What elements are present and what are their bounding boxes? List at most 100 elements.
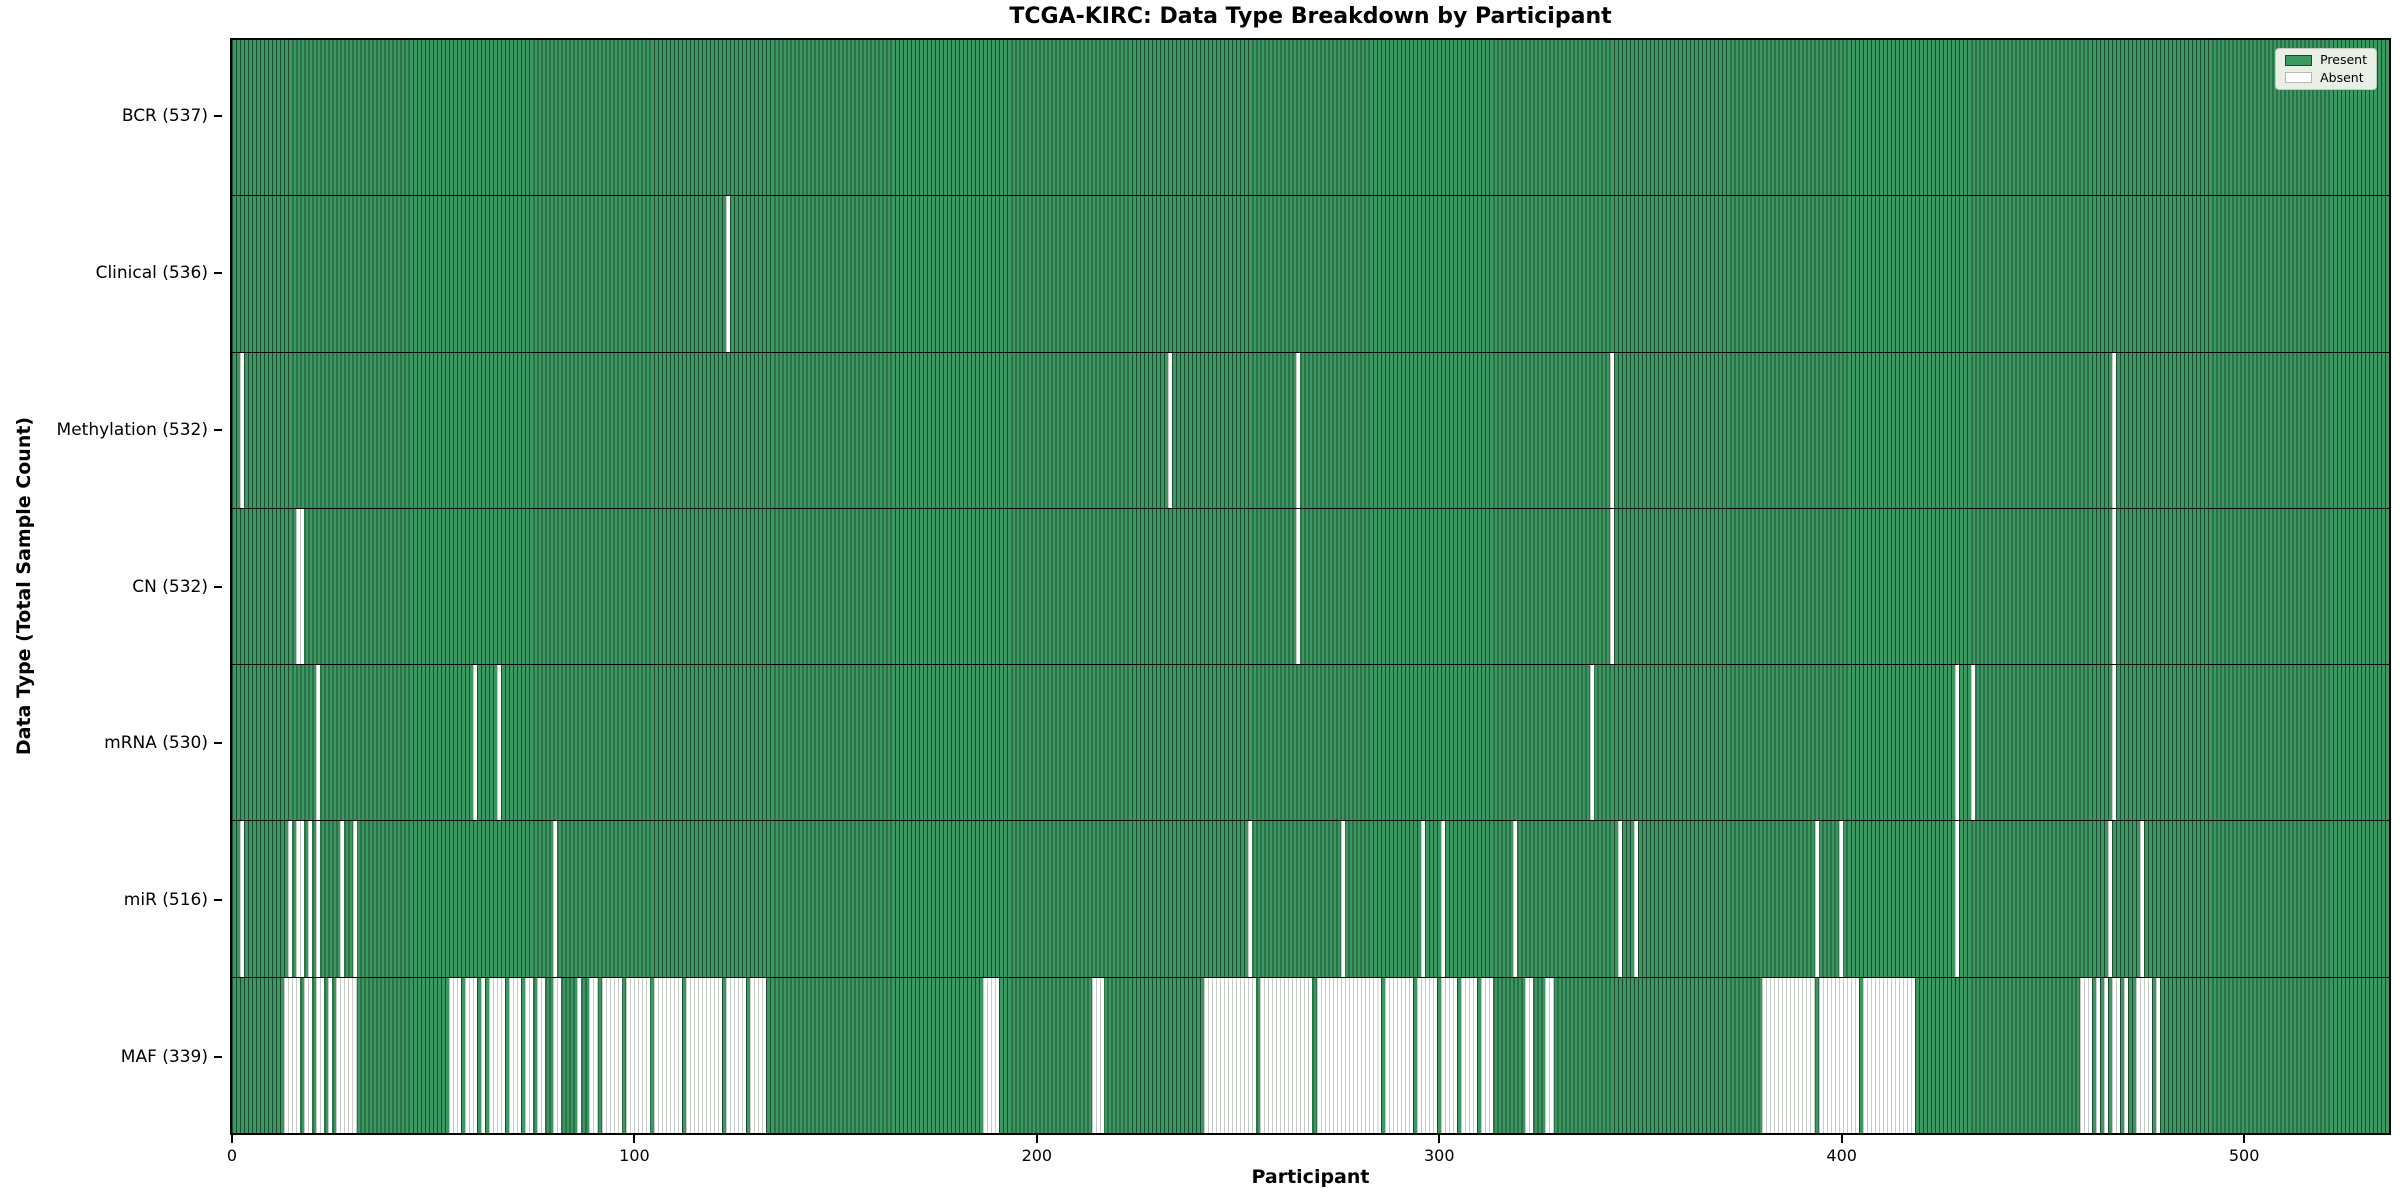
absent-segment [1525, 977, 1534, 1133]
absent-segment [553, 821, 558, 977]
absent-segment [1633, 821, 1638, 977]
absent-segment [316, 977, 325, 1133]
absent-segment [1818, 977, 1859, 1133]
absent-segment [308, 821, 313, 977]
x-tick-mark [2243, 1135, 2246, 1143]
legend-label-absent: Absent [2320, 69, 2364, 85]
absent-segment [537, 977, 546, 1133]
absent-segment [1609, 508, 1614, 665]
x-tick-mark [633, 1135, 636, 1143]
x-axis-title: Participant [1251, 1166, 1370, 1188]
absent-segment [2156, 977, 2161, 1133]
absent-segment [352, 821, 357, 977]
x-tick-label: 300 [1423, 1146, 1455, 1165]
row-mRNA [232, 665, 2389, 822]
absent-segment [1260, 977, 1313, 1133]
absent-segment [1461, 977, 1478, 1133]
row-miR [232, 821, 2389, 978]
rows-container [232, 40, 2389, 1133]
y-tick-mark [214, 898, 222, 901]
absent-segment [509, 977, 522, 1133]
x-tick-mark [1840, 1135, 1843, 1143]
y-tick-mark [214, 428, 222, 431]
absent-segment [1609, 352, 1614, 508]
absent-segment [328, 977, 333, 1133]
x-tick-mark [1035, 1135, 1038, 1143]
y-tick-mark [214, 115, 222, 118]
absent-segment [1617, 821, 1622, 977]
absent-segment [304, 977, 313, 1133]
y-tick-mark [214, 585, 222, 588]
absent-segment [2079, 977, 2092, 1133]
plot-area: Present Absent [230, 38, 2391, 1135]
absent-segment [1204, 977, 1257, 1133]
absent-segment [1091, 977, 1104, 1133]
absent-segment [497, 665, 502, 821]
absent-segment [1340, 821, 1345, 977]
x-tick-label: 400 [1826, 1146, 1857, 1165]
absent-segment [1971, 665, 1976, 821]
row-Methylation [232, 352, 2389, 509]
absent-segment [1167, 352, 1172, 508]
y-tick-labels: BCR (537) Clinical (536) Methylation (532)… [0, 38, 222, 1135]
y-tick-mark [214, 742, 222, 745]
absent-segment [983, 977, 1000, 1133]
absent-segment [296, 821, 305, 977]
absent-segment [1955, 821, 1960, 977]
x-tick-label: 0 [226, 1146, 238, 1165]
absent-segment [525, 977, 534, 1133]
absent-segment [481, 977, 486, 1133]
absent-segment [288, 821, 293, 977]
row-MAF [232, 977, 2389, 1133]
absent-segment [553, 977, 562, 1133]
absent-segment [1589, 665, 1594, 821]
absent-segment [1420, 821, 1425, 977]
absent-segment [1545, 977, 1554, 1133]
legend-item-present: Present [2285, 52, 2367, 67]
y-tick-label-BCR: BCR (537) [121, 106, 208, 127]
absent-segment [726, 977, 747, 1133]
absent-segment [1481, 977, 1494, 1133]
absent-segment [340, 821, 345, 977]
legend-label-present: Present [2320, 52, 2367, 67]
absent-segment [240, 821, 245, 977]
absent-segment [240, 352, 245, 508]
absent-segment [726, 196, 731, 352]
y-tick-label-miR: miR (516) [123, 889, 208, 910]
absent-segment [316, 665, 321, 821]
absent-segment [2095, 977, 2100, 1133]
absent-segment [448, 977, 461, 1133]
absent-segment [625, 977, 650, 1133]
absent-segment [2135, 977, 2152, 1133]
absent-segment [1441, 821, 1446, 977]
absent-segment [601, 977, 622, 1133]
absent-segment [2139, 821, 2144, 977]
absent-segment [1248, 821, 1253, 977]
row-BCR [232, 40, 2389, 197]
absent-segment [1316, 977, 1381, 1133]
legend: Present Absent [2275, 48, 2377, 90]
row-CN [232, 508, 2389, 666]
legend-item-absent: Absent [2285, 69, 2367, 85]
absent-segment [1296, 352, 1301, 508]
y-tick-label-Methylation: Methylation (532) [56, 419, 208, 440]
absent-segment [473, 665, 478, 821]
chart-title: TCGA-KIRC: Data Type Breakdown by Partic… [1009, 4, 1612, 29]
absent-segment [1955, 665, 1960, 821]
absent-segment [489, 977, 506, 1133]
x-tick-mark [231, 1135, 233, 1143]
absent-segment [1416, 977, 1438, 1133]
absent-segment [2111, 352, 2116, 508]
absent-segment [2107, 821, 2112, 977]
absent-segment [685, 977, 723, 1133]
absent-segment [2111, 665, 2116, 821]
absent-segment [2111, 977, 2120, 1133]
y-tick-label-MAF: MAF (339) [120, 1046, 208, 1067]
y-tick-label-mRNA: mRNA (530) [104, 733, 208, 754]
x-tick-label: 500 [2228, 1146, 2260, 1165]
x-tick-labels: 0 100 200 300 400 500 [226, 1135, 2391, 1175]
absent-segment [1862, 977, 1915, 1133]
absent-segment [2123, 977, 2128, 1133]
absent-segment [1762, 977, 1815, 1133]
